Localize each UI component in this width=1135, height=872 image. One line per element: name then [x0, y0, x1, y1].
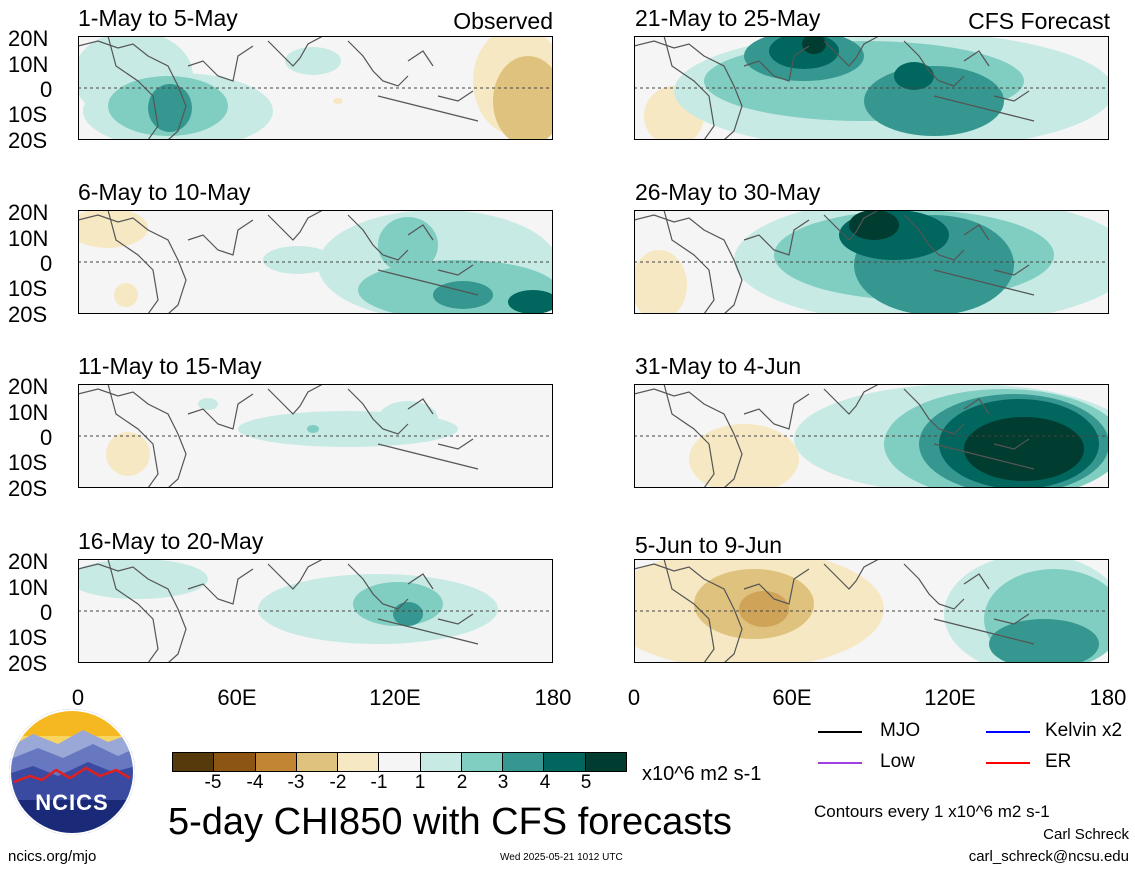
panel-title-1: 1-May to 5-May	[78, 5, 238, 31]
lat-label-0: 0	[40, 600, 53, 625]
legend-label-mjo: MJO	[880, 720, 921, 741]
legend-label-low: Low	[880, 751, 915, 772]
legend-label-kelvin: Kelvin x2	[1045, 720, 1123, 741]
lat-label-10n: 10N	[8, 52, 49, 77]
map-panel-7	[634, 384, 1109, 488]
lat-label-10s: 10S	[8, 450, 48, 475]
lon-label-180: 180	[1089, 685, 1127, 710]
lon-label-120e: 120E	[924, 685, 976, 710]
lat-label-20s: 20S	[8, 651, 48, 676]
lat-label-10n: 10N	[8, 400, 49, 425]
colorbar-swatch	[461, 753, 504, 771]
ncics-logo-text: NCICS	[35, 790, 109, 815]
lon-label-180: 180	[534, 685, 572, 710]
contours-note: Contours every 1 x10^6 m2 s-1	[814, 802, 1050, 821]
legend-line-er	[986, 762, 1030, 764]
panel-title-5: 21-May to 25-May	[635, 5, 821, 31]
lon-label-60e: 60E	[217, 685, 257, 710]
panel-title-6: 26-May to 30-May	[635, 179, 821, 205]
map-svg	[634, 36, 1109, 140]
timestamp: Wed 2025-05-21 1012 UTC	[500, 852, 623, 863]
panel-title-8: 5-Jun to 9-Jun	[635, 532, 783, 558]
lat-label-0: 0	[40, 425, 53, 450]
map-panel-1	[78, 36, 553, 140]
main-title: 5-day CHI850 with CFS forecasts	[168, 801, 732, 843]
legend-line-kelvin	[986, 731, 1030, 733]
colorbar-tick: -5	[204, 772, 222, 793]
map-svg	[78, 384, 553, 488]
map-panel-2	[78, 210, 553, 314]
lon-label-0: 0	[71, 685, 85, 710]
map-svg	[78, 559, 553, 663]
colorbar-swatch	[338, 753, 380, 771]
legend-label-er: ER	[1045, 751, 1072, 772]
panel-title-4: 16-May to 20-May	[78, 528, 264, 554]
colorbar-tick: -3	[287, 772, 305, 793]
map-panel-3	[78, 384, 553, 488]
colorbar-tick: -2	[329, 772, 347, 793]
lat-label-20n: 20N	[8, 549, 49, 574]
author-email[interactable]: carl_schreck@ncsu.edu	[968, 848, 1129, 865]
lat-label-10s: 10S	[8, 102, 48, 127]
colorbar-swatch	[379, 753, 421, 771]
colorbar-units: x10^6 m2 s-1	[642, 763, 762, 785]
lat-label-20s: 20S	[8, 476, 48, 501]
cfs-forecast-label: CFS Forecast	[968, 8, 1110, 34]
lat-label-20n: 20N	[8, 200, 49, 225]
website-link[interactable]: ncics.org/mjo	[8, 848, 97, 865]
legend-line-mjo	[818, 731, 862, 733]
colorbar-tick: 2	[456, 772, 468, 793]
colorbar	[172, 752, 627, 772]
map-svg	[634, 559, 1109, 663]
map-svg	[634, 210, 1109, 314]
map-svg	[78, 36, 553, 140]
lat-label-0: 0	[40, 77, 53, 102]
colorbar-swatch	[503, 753, 545, 771]
lon-label-60e: 60E	[772, 685, 812, 710]
colorbar-tick: 4	[539, 772, 551, 793]
colorbar-swatch	[544, 753, 586, 771]
colorbar-swatch	[214, 753, 256, 771]
lon-label-120e: 120E	[369, 685, 421, 710]
author-name: Carl Schreck	[1043, 826, 1129, 843]
lat-label-10s: 10S	[8, 276, 48, 301]
lat-label-10s: 10S	[8, 625, 48, 650]
map-panel-8	[634, 559, 1109, 663]
map-panel-6	[634, 210, 1109, 314]
colorbar-swatch	[296, 753, 339, 771]
colorbar-swatch	[173, 753, 215, 771]
panel-title-7: 31-May to 4-Jun	[635, 353, 802, 379]
map-svg	[634, 384, 1109, 488]
colorbar-tick: -4	[246, 772, 264, 793]
lat-label-20s: 20S	[8, 302, 48, 327]
colorbar-swatch	[420, 753, 462, 771]
lon-label-0: 0	[627, 685, 641, 710]
panel-title-2: 6-May to 10-May	[78, 179, 251, 205]
lat-label-20n: 20N	[8, 26, 49, 51]
ncics-logo: NCICS	[8, 708, 136, 841]
lat-label-20n: 20N	[8, 374, 49, 399]
lat-label-10n: 10N	[8, 575, 49, 600]
lat-label-0: 0	[40, 251, 53, 276]
ncics-logo-graphic	[9, 709, 135, 835]
colorbar-tick: -1	[370, 772, 388, 793]
colorbar-tick: 1	[414, 772, 426, 793]
colorbar-swatch	[255, 753, 297, 771]
map-panel-5	[634, 36, 1109, 140]
colorbar-swatch	[585, 753, 626, 771]
colorbar-tick: 3	[497, 772, 509, 793]
map-panel-4	[78, 559, 553, 663]
observed-label: Observed	[453, 8, 553, 34]
lat-label-10n: 10N	[8, 226, 49, 251]
panel-title-3: 11-May to 15-May	[78, 353, 262, 379]
map-svg	[78, 210, 553, 314]
legend-line-low	[818, 762, 862, 764]
lat-label-20s: 20S	[8, 128, 48, 153]
colorbar-tick: 5	[580, 772, 592, 793]
